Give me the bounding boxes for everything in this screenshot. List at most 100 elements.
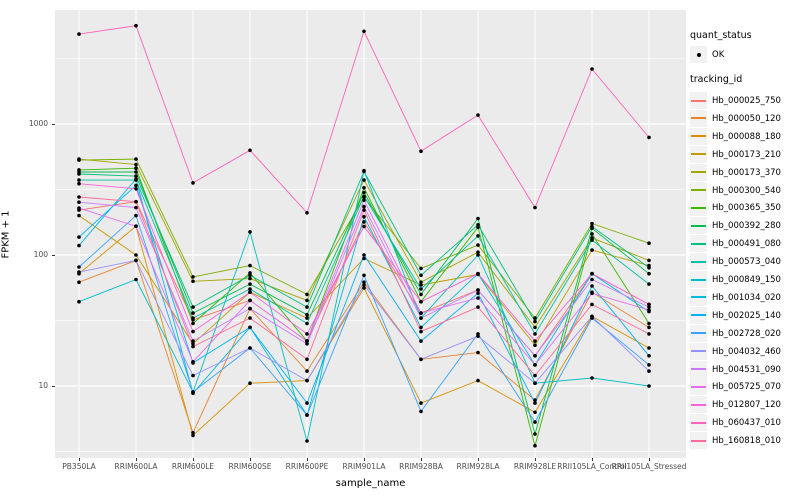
legend-key-series	[690, 235, 707, 253]
data-point	[533, 339, 537, 343]
data-point	[476, 250, 480, 254]
x-tick-label: RRIM928BA	[399, 462, 443, 471]
data-point	[248, 346, 252, 350]
legend-label-series: Hb_000025_750	[712, 96, 781, 106]
data-point	[476, 271, 480, 276]
data-point	[590, 302, 594, 307]
data-point	[191, 344, 195, 349]
x-tick-label: RRIM600SE	[228, 462, 272, 471]
data-point	[134, 253, 138, 257]
y-tick-mark	[52, 255, 55, 256]
x-tick-mark	[421, 458, 422, 461]
data-point	[191, 342, 195, 346]
data-point	[134, 166, 138, 170]
data-point	[647, 384, 651, 388]
data-point	[362, 198, 366, 202]
data-point	[419, 287, 423, 291]
data-point	[362, 204, 366, 209]
legend-key-series	[690, 306, 707, 324]
series-line-swatch	[691, 368, 706, 370]
data-point	[248, 287, 252, 291]
data-point	[647, 241, 651, 245]
series-line-swatch	[691, 421, 706, 424]
data-point	[362, 256, 366, 261]
data-point	[77, 213, 81, 218]
x-tick-label: RRIM600LE	[171, 462, 215, 471]
legend-key-series	[690, 432, 707, 450]
data-point	[134, 199, 138, 204]
data-point	[305, 401, 309, 405]
data-point	[419, 266, 423, 271]
legend-key-series	[690, 288, 707, 306]
data-point	[77, 299, 81, 304]
data-point	[419, 329, 423, 334]
data-point	[77, 206, 81, 210]
x-tick-mark	[307, 458, 308, 461]
data-point	[77, 172, 81, 176]
data-point	[77, 195, 81, 199]
data-point	[362, 280, 366, 285]
legend-key-quant	[690, 46, 707, 63]
data-point	[77, 200, 81, 204]
data-point	[533, 381, 537, 386]
legend-label-series: Hb_002025_140	[712, 310, 781, 321]
data-point	[362, 178, 366, 182]
data-point	[305, 378, 309, 383]
data-point	[362, 186, 366, 190]
legend-label-series: Hb_004531_090	[712, 364, 781, 375]
data-point	[533, 432, 537, 436]
data-point	[647, 332, 651, 336]
legend-key-series	[690, 253, 707, 271]
data-point	[77, 158, 81, 162]
data-point	[134, 205, 138, 210]
data-point	[419, 283, 423, 287]
legend-key-series	[690, 127, 707, 145]
legend-label-series: Hb_000173_210	[712, 149, 781, 160]
data-point	[533, 443, 537, 448]
legend-key-series	[690, 324, 707, 342]
x-tick-mark	[592, 458, 593, 461]
data-point	[191, 339, 195, 343]
data-point	[305, 332, 309, 336]
data-point	[362, 286, 366, 290]
legend-label-series: Hb_001034_020	[712, 292, 781, 303]
data-point	[533, 354, 537, 358]
x-tick-mark	[478, 458, 479, 461]
data-point	[77, 235, 81, 239]
legend-label-series: Hb_000365_350	[712, 203, 781, 214]
legend-key-series	[690, 378, 707, 396]
series-line-swatch	[691, 332, 706, 335]
x-tick-mark	[250, 458, 251, 461]
data-point	[476, 223, 480, 227]
data-point	[305, 413, 309, 417]
data-point	[647, 265, 651, 270]
data-point	[77, 181, 81, 186]
x-tick-mark	[535, 458, 536, 461]
data-point	[305, 305, 309, 309]
data-point	[647, 363, 651, 367]
series-line-swatch	[691, 117, 706, 120]
data-point	[191, 311, 195, 315]
data-point	[191, 275, 195, 279]
legend-label-series: Hb_000300_540	[712, 185, 781, 196]
series-line-swatch	[691, 439, 706, 442]
data-point	[248, 282, 252, 286]
series-line-swatch	[691, 135, 706, 138]
data-point	[134, 277, 138, 282]
legend-key-series	[690, 109, 707, 127]
data-point	[476, 288, 480, 292]
data-point	[362, 224, 366, 229]
legend-quant-title: quant_status	[690, 30, 752, 41]
legend-label-series: Hb_000491_080	[712, 239, 781, 250]
series-line-swatch	[691, 260, 706, 263]
legend-key-series	[690, 92, 707, 109]
x-tick-label: RRII105LA_Control	[557, 462, 627, 471]
data-point	[647, 271, 651, 276]
legend-label-series: Hb_000173_370	[712, 167, 781, 178]
data-point	[647, 369, 651, 373]
data-point	[419, 409, 423, 414]
x-tick-label: RRII105LA_Stressed	[611, 462, 687, 471]
data-point	[362, 168, 366, 173]
data-point	[590, 232, 594, 236]
x-tick-label: RRIM901LA	[342, 462, 386, 471]
